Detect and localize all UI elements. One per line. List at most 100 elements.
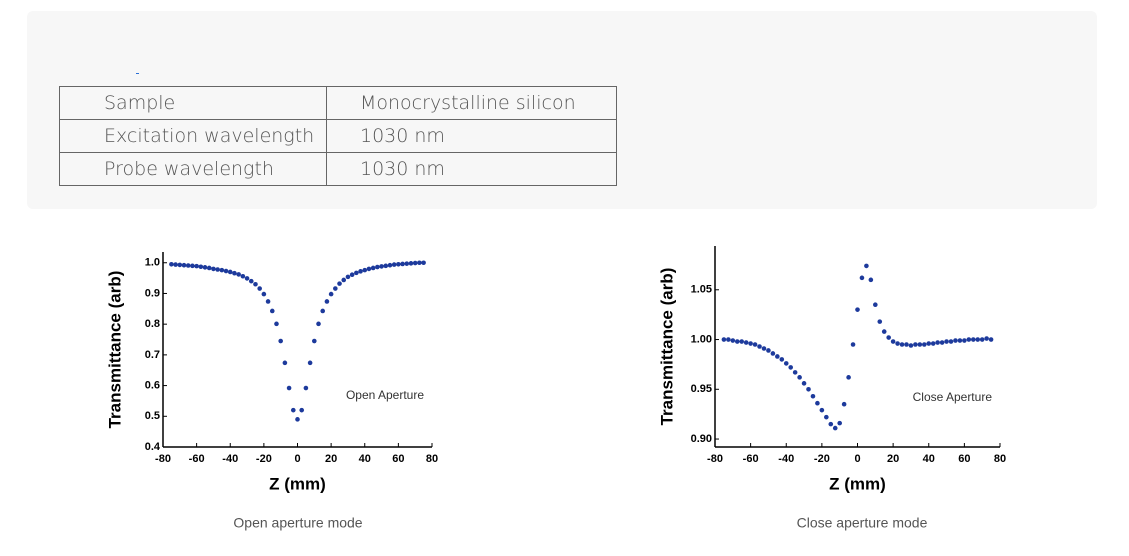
data-point <box>227 269 233 275</box>
y-tick-label: 1.05 <box>691 284 712 296</box>
data-point <box>345 274 351 280</box>
data-point <box>328 291 334 297</box>
data-point <box>779 357 785 362</box>
data-point <box>939 340 945 345</box>
data-point <box>926 341 932 346</box>
data-point <box>278 338 283 344</box>
data-point <box>349 272 355 278</box>
data-point <box>387 262 393 268</box>
data-point <box>761 346 767 351</box>
data-point <box>935 340 940 345</box>
data-point <box>877 319 883 324</box>
data-point <box>783 361 789 366</box>
data-point <box>757 344 762 349</box>
data-point <box>269 308 275 314</box>
x-tick-label: 60 <box>958 453 970 465</box>
data-point <box>290 407 296 413</box>
data-point <box>930 341 936 346</box>
data-point <box>792 370 798 375</box>
data-point <box>788 365 794 370</box>
caption: Open aperture mode <box>233 515 362 531</box>
data-point <box>766 348 771 353</box>
data-point <box>824 414 829 420</box>
data-point <box>899 342 905 347</box>
x-axis-label: Z (mm) <box>269 474 326 493</box>
data-point <box>379 264 384 269</box>
data-point <box>726 337 731 342</box>
data-point <box>337 281 342 286</box>
data-point <box>921 342 927 347</box>
cell: Excitation wavelength <box>59 119 327 153</box>
data-point <box>868 277 874 283</box>
data-point <box>837 420 842 426</box>
data-point <box>810 393 816 399</box>
data-point <box>366 266 372 272</box>
data-point <box>354 270 359 276</box>
annotation: Close Aperture <box>913 390 993 404</box>
data-point <box>253 281 258 287</box>
x-tick-label: 80 <box>426 453 438 465</box>
data-point <box>265 299 271 304</box>
data-point <box>988 337 994 342</box>
data-point <box>240 273 246 279</box>
y-axis-label: Transmittance (arb) <box>105 271 124 429</box>
data-point <box>743 340 749 345</box>
data-point <box>396 261 401 267</box>
data-point <box>177 262 183 268</box>
x-tick-label: -80 <box>707 453 723 465</box>
cell: 1030 nm <box>326 152 617 186</box>
data-point <box>806 386 811 392</box>
data-point <box>953 338 958 343</box>
data-point <box>734 339 740 344</box>
x-tick-label: 20 <box>325 453 337 465</box>
data-point <box>257 286 262 291</box>
data-point <box>984 336 989 341</box>
y-tick-label: 0.6 <box>145 379 160 391</box>
data-point <box>421 260 426 266</box>
data-point <box>855 307 860 312</box>
data-point <box>173 262 178 267</box>
data-point <box>801 381 807 386</box>
data-point <box>223 268 229 274</box>
data-point <box>881 329 887 334</box>
x-tick-label: -40 <box>222 453 238 465</box>
data-point <box>408 261 414 266</box>
data-point <box>286 385 292 391</box>
data-point <box>770 351 776 356</box>
x-tick-label: -60 <box>189 453 205 465</box>
x-axis-label: Z (mm) <box>829 474 886 493</box>
x-tick-label: -20 <box>256 453 272 465</box>
data-point <box>391 262 397 267</box>
data-point <box>324 299 330 304</box>
caption: Close aperture mode <box>797 515 928 531</box>
data-point <box>181 262 187 268</box>
data-point <box>412 260 418 266</box>
data-point <box>846 375 851 380</box>
data-point <box>819 407 825 413</box>
y-tick-label: 0.4 <box>145 441 161 453</box>
data-point <box>232 270 237 276</box>
data-point <box>948 339 954 344</box>
x-tick-label: -60 <box>743 453 759 465</box>
y-tick-label: 0.5 <box>145 410 160 422</box>
data-point <box>312 338 317 344</box>
data-point <box>417 260 422 266</box>
data-point <box>299 407 305 413</box>
data-point <box>832 425 838 431</box>
data-point <box>383 263 389 269</box>
x-tick-label: 40 <box>923 453 935 465</box>
data-point <box>966 337 972 342</box>
data-point <box>190 263 195 269</box>
x-tick-label: 80 <box>994 453 1006 465</box>
x-tick-label: 60 <box>392 453 404 465</box>
y-tick-label: 0.7 <box>145 349 160 361</box>
data-point <box>721 337 727 342</box>
x-tick-label: 20 <box>887 453 899 465</box>
data-point <box>895 341 900 346</box>
x-tick-label: 40 <box>359 453 371 465</box>
x-tick-label: -20 <box>814 453 830 465</box>
info-table: Sample Monocrystalline silicon Excitation… <box>59 86 617 186</box>
data-point <box>404 261 410 266</box>
y-tick-label: 1.0 <box>145 257 160 269</box>
